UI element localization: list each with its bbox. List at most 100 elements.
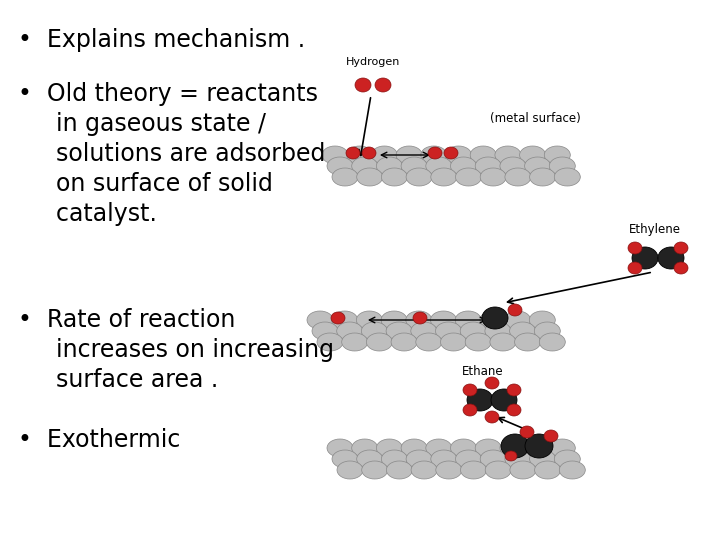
Ellipse shape	[377, 439, 402, 457]
Text: in gaseous state /: in gaseous state /	[26, 112, 266, 136]
Text: Ethane: Ethane	[462, 365, 503, 378]
Ellipse shape	[331, 312, 345, 324]
Text: •  Old theory = reactants: • Old theory = reactants	[18, 82, 318, 106]
Ellipse shape	[382, 450, 408, 468]
Ellipse shape	[480, 311, 506, 329]
Ellipse shape	[411, 322, 437, 340]
Ellipse shape	[332, 450, 358, 468]
Ellipse shape	[485, 322, 511, 340]
Ellipse shape	[332, 168, 358, 186]
Ellipse shape	[426, 157, 452, 175]
Ellipse shape	[525, 434, 553, 458]
Ellipse shape	[351, 439, 378, 457]
Ellipse shape	[431, 168, 456, 186]
Ellipse shape	[475, 157, 501, 175]
Ellipse shape	[317, 333, 343, 351]
Ellipse shape	[362, 147, 376, 159]
Text: catalyst.: catalyst.	[26, 202, 157, 226]
Ellipse shape	[510, 322, 536, 340]
Text: surface area .: surface area .	[26, 368, 218, 392]
Ellipse shape	[355, 78, 371, 92]
Ellipse shape	[460, 322, 486, 340]
Ellipse shape	[480, 168, 506, 186]
Ellipse shape	[544, 430, 558, 442]
Ellipse shape	[525, 439, 551, 457]
Ellipse shape	[411, 461, 437, 479]
Ellipse shape	[441, 333, 467, 351]
Ellipse shape	[491, 389, 517, 411]
Ellipse shape	[382, 168, 408, 186]
Ellipse shape	[505, 450, 531, 468]
Ellipse shape	[406, 168, 432, 186]
Ellipse shape	[530, 168, 556, 186]
Ellipse shape	[322, 146, 348, 164]
Ellipse shape	[342, 333, 368, 351]
Ellipse shape	[327, 157, 353, 175]
Ellipse shape	[361, 461, 387, 479]
Ellipse shape	[372, 146, 397, 164]
Ellipse shape	[401, 439, 427, 457]
Ellipse shape	[463, 384, 477, 396]
Ellipse shape	[436, 322, 462, 340]
Ellipse shape	[361, 322, 387, 340]
Ellipse shape	[500, 439, 526, 457]
Ellipse shape	[356, 311, 382, 329]
Ellipse shape	[554, 450, 580, 468]
Ellipse shape	[510, 461, 536, 479]
Ellipse shape	[539, 333, 565, 351]
Text: increases on increasing: increases on increasing	[26, 338, 334, 362]
Ellipse shape	[416, 333, 442, 351]
Ellipse shape	[544, 146, 570, 164]
Ellipse shape	[420, 146, 447, 164]
Ellipse shape	[505, 451, 517, 461]
Ellipse shape	[456, 168, 482, 186]
Ellipse shape	[307, 311, 333, 329]
Ellipse shape	[674, 262, 688, 274]
Ellipse shape	[356, 168, 383, 186]
Ellipse shape	[534, 461, 561, 479]
Ellipse shape	[401, 157, 427, 175]
Ellipse shape	[628, 242, 642, 254]
Ellipse shape	[396, 146, 422, 164]
Ellipse shape	[346, 147, 360, 159]
Text: Ethylene: Ethylene	[629, 223, 681, 236]
Ellipse shape	[406, 311, 432, 329]
Ellipse shape	[534, 322, 560, 340]
Ellipse shape	[386, 322, 412, 340]
Ellipse shape	[482, 307, 508, 329]
Ellipse shape	[467, 389, 493, 411]
Ellipse shape	[327, 439, 353, 457]
Ellipse shape	[525, 157, 551, 175]
Ellipse shape	[463, 404, 477, 416]
Text: (metal surface): (metal surface)	[490, 112, 580, 125]
Text: on surface of solid: on surface of solid	[26, 172, 273, 196]
Ellipse shape	[529, 311, 555, 329]
Ellipse shape	[520, 426, 534, 438]
Ellipse shape	[451, 157, 477, 175]
Ellipse shape	[366, 333, 392, 351]
Ellipse shape	[337, 322, 363, 340]
Ellipse shape	[312, 322, 338, 340]
Ellipse shape	[480, 450, 506, 468]
Ellipse shape	[426, 439, 452, 457]
Text: solutions are adsorbed: solutions are adsorbed	[26, 142, 325, 166]
Ellipse shape	[530, 450, 556, 468]
Ellipse shape	[549, 439, 575, 457]
Ellipse shape	[559, 461, 585, 479]
Ellipse shape	[501, 434, 529, 458]
Ellipse shape	[475, 439, 501, 457]
Ellipse shape	[375, 78, 391, 92]
Ellipse shape	[632, 247, 658, 269]
Ellipse shape	[507, 384, 521, 396]
Text: •  Rate of reaction: • Rate of reaction	[18, 308, 235, 332]
Ellipse shape	[446, 146, 472, 164]
Ellipse shape	[485, 461, 511, 479]
Ellipse shape	[347, 146, 373, 164]
Ellipse shape	[549, 157, 575, 175]
Ellipse shape	[470, 146, 496, 164]
Ellipse shape	[431, 311, 456, 329]
Ellipse shape	[485, 377, 499, 389]
Ellipse shape	[495, 146, 521, 164]
Ellipse shape	[351, 157, 378, 175]
Ellipse shape	[332, 311, 358, 329]
